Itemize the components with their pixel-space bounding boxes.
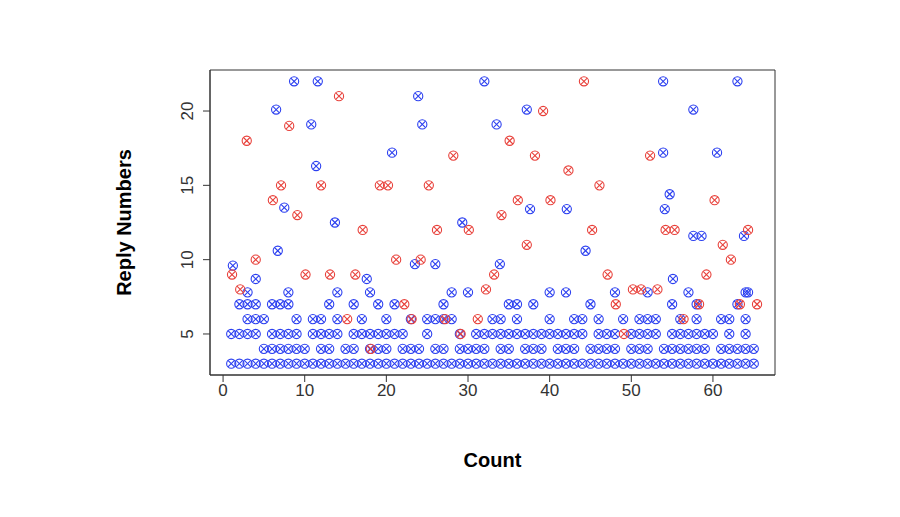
svg-text:20: 20 xyxy=(178,102,197,121)
svg-text:40: 40 xyxy=(540,381,559,400)
svg-text:0: 0 xyxy=(218,381,227,400)
svg-text:Reply Numbers: Reply Numbers xyxy=(113,149,135,296)
svg-text:60: 60 xyxy=(703,381,722,400)
svg-text:10: 10 xyxy=(178,250,197,269)
svg-text:20: 20 xyxy=(377,381,396,400)
svg-text:30: 30 xyxy=(459,381,478,400)
svg-text:Count: Count xyxy=(464,449,522,471)
svg-text:50: 50 xyxy=(622,381,641,400)
svg-text:10: 10 xyxy=(295,381,314,400)
svg-text:15: 15 xyxy=(178,176,197,195)
svg-text:5: 5 xyxy=(178,329,197,338)
